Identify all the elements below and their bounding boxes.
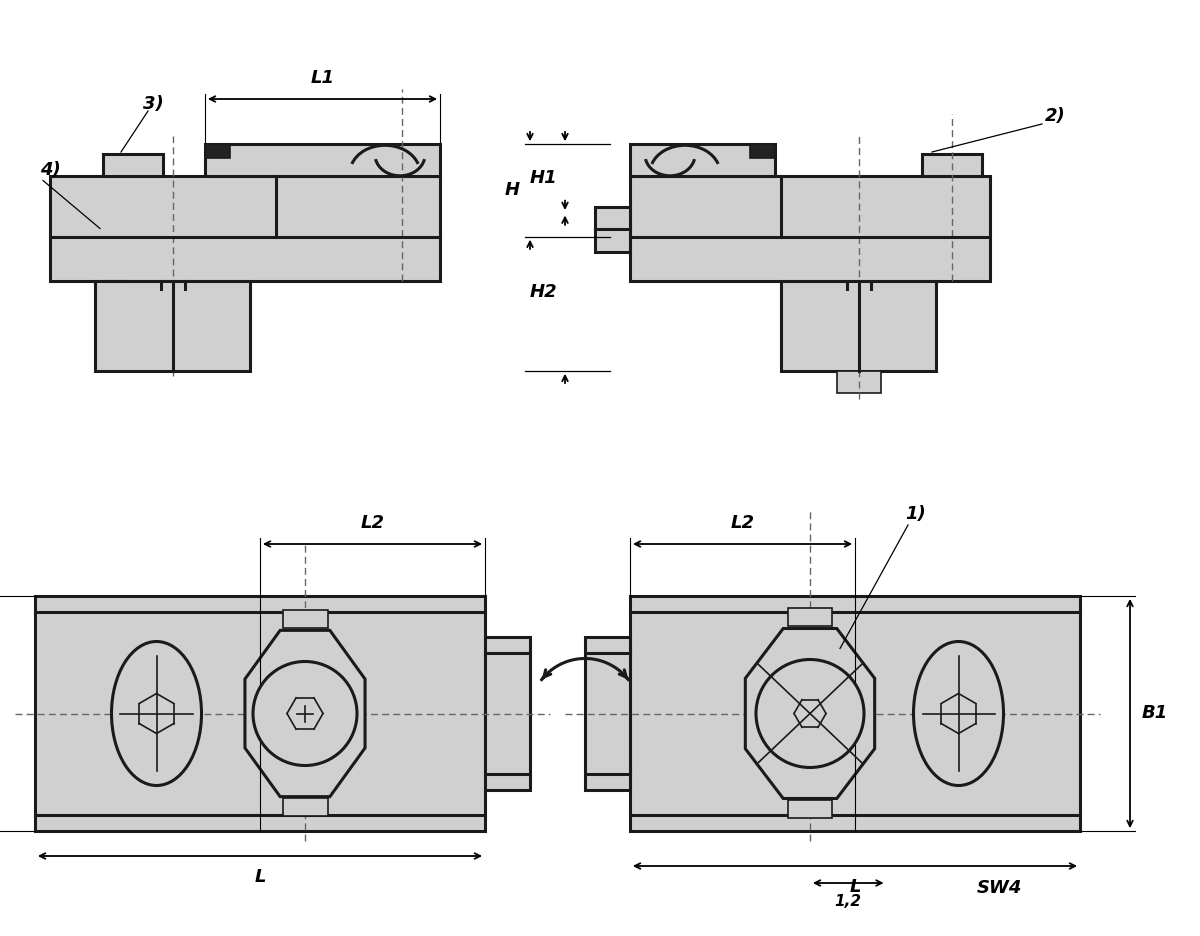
Bar [922, 154, 982, 176]
Ellipse shape [913, 641, 1003, 785]
Bar [787, 800, 833, 818]
Bar [95, 281, 250, 371]
Text: H1: H1 [529, 169, 557, 187]
Text: H: H [505, 182, 520, 199]
Text: 2): 2) [1045, 107, 1066, 125]
Text: L2: L2 [731, 514, 755, 532]
Bar [630, 176, 990, 281]
Bar [595, 207, 630, 252]
Text: L2: L2 [360, 514, 384, 532]
Polygon shape [245, 630, 365, 797]
Circle shape [756, 660, 864, 768]
Text: L: L [254, 868, 265, 886]
Ellipse shape [112, 641, 202, 785]
Bar [630, 596, 1080, 831]
Bar [781, 281, 936, 371]
Bar [750, 144, 775, 158]
Text: 1): 1) [905, 505, 925, 523]
Polygon shape [745, 628, 875, 798]
Text: 1,2: 1,2 [835, 894, 862, 909]
Bar [103, 154, 163, 176]
Bar [586, 637, 630, 790]
Bar [205, 144, 230, 158]
Text: L1: L1 [311, 69, 335, 87]
Bar [50, 176, 440, 281]
Text: 3): 3) [143, 95, 163, 113]
Text: L: L [850, 878, 860, 896]
Text: B1: B1 [1142, 705, 1169, 723]
Circle shape [253, 662, 358, 766]
Bar [282, 798, 328, 816]
Bar [205, 144, 440, 176]
Bar [836, 371, 881, 393]
Bar [485, 637, 530, 790]
Text: 4): 4) [40, 162, 61, 180]
Bar [35, 596, 485, 831]
Bar [282, 610, 328, 628]
Bar [787, 608, 833, 626]
Text: H2: H2 [529, 283, 557, 300]
Bar [630, 144, 775, 176]
Text: SW4: SW4 [977, 879, 1022, 897]
